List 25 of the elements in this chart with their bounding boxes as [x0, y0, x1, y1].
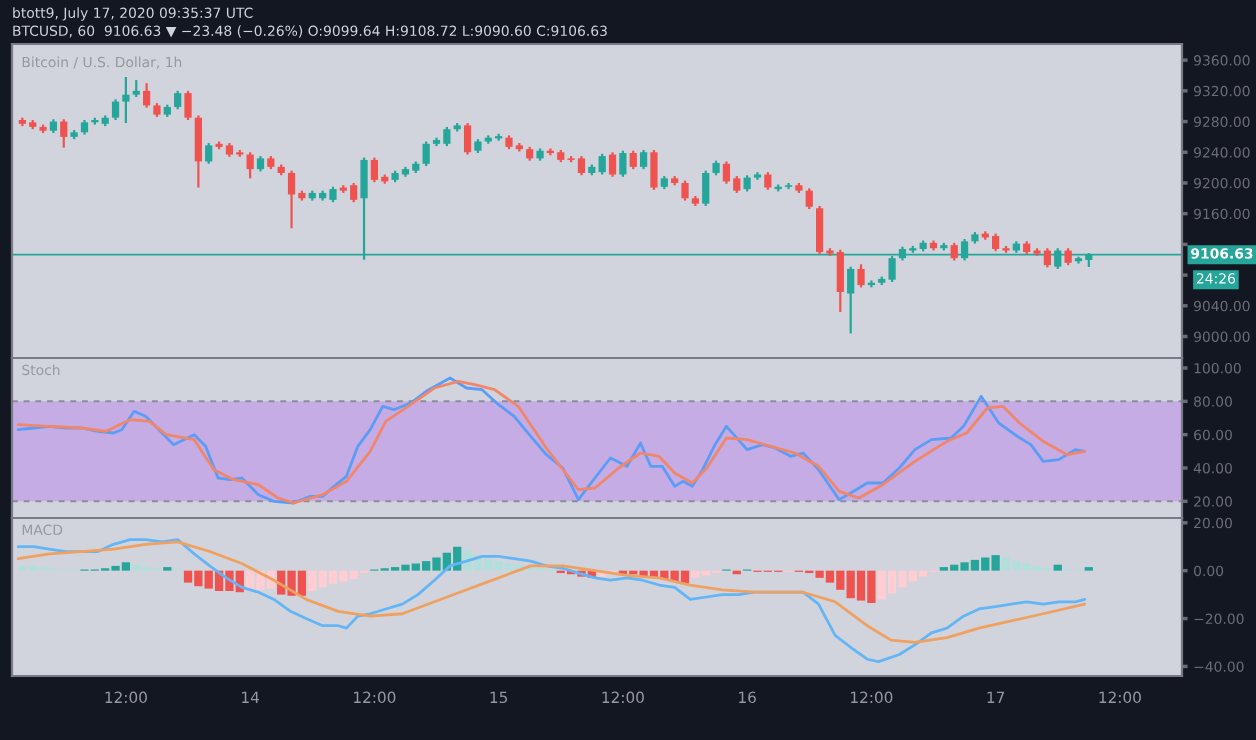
- candlestick: [60, 118, 68, 149]
- candlestick: [608, 151, 617, 178]
- candlestick: [111, 98, 120, 122]
- line-series: [16, 538, 1087, 664]
- candlestick: [174, 89, 182, 111]
- candlestick: [246, 151, 254, 180]
- candlestick: [463, 121, 472, 156]
- candlestick: [194, 114, 202, 189]
- candlestick: [629, 149, 637, 171]
- candlestick: [650, 148, 658, 191]
- bar: [1053, 564, 1062, 571]
- candlestick: [639, 148, 648, 171]
- candlestick: [598, 152, 606, 176]
- line-series: [16, 540, 1087, 644]
- candlestick: [619, 149, 627, 178]
- candlestick: [142, 82, 151, 109]
- candlestick: [205, 141, 213, 165]
- candlestick: [805, 187, 813, 211]
- candlestick: [857, 263, 865, 289]
- candlestick: [702, 169, 710, 208]
- candlestick: [422, 140, 430, 168]
- candlestick: [184, 89, 192, 122]
- candlestick: [847, 265, 855, 335]
- candlestick: [122, 75, 130, 125]
- candlestick: [681, 179, 689, 202]
